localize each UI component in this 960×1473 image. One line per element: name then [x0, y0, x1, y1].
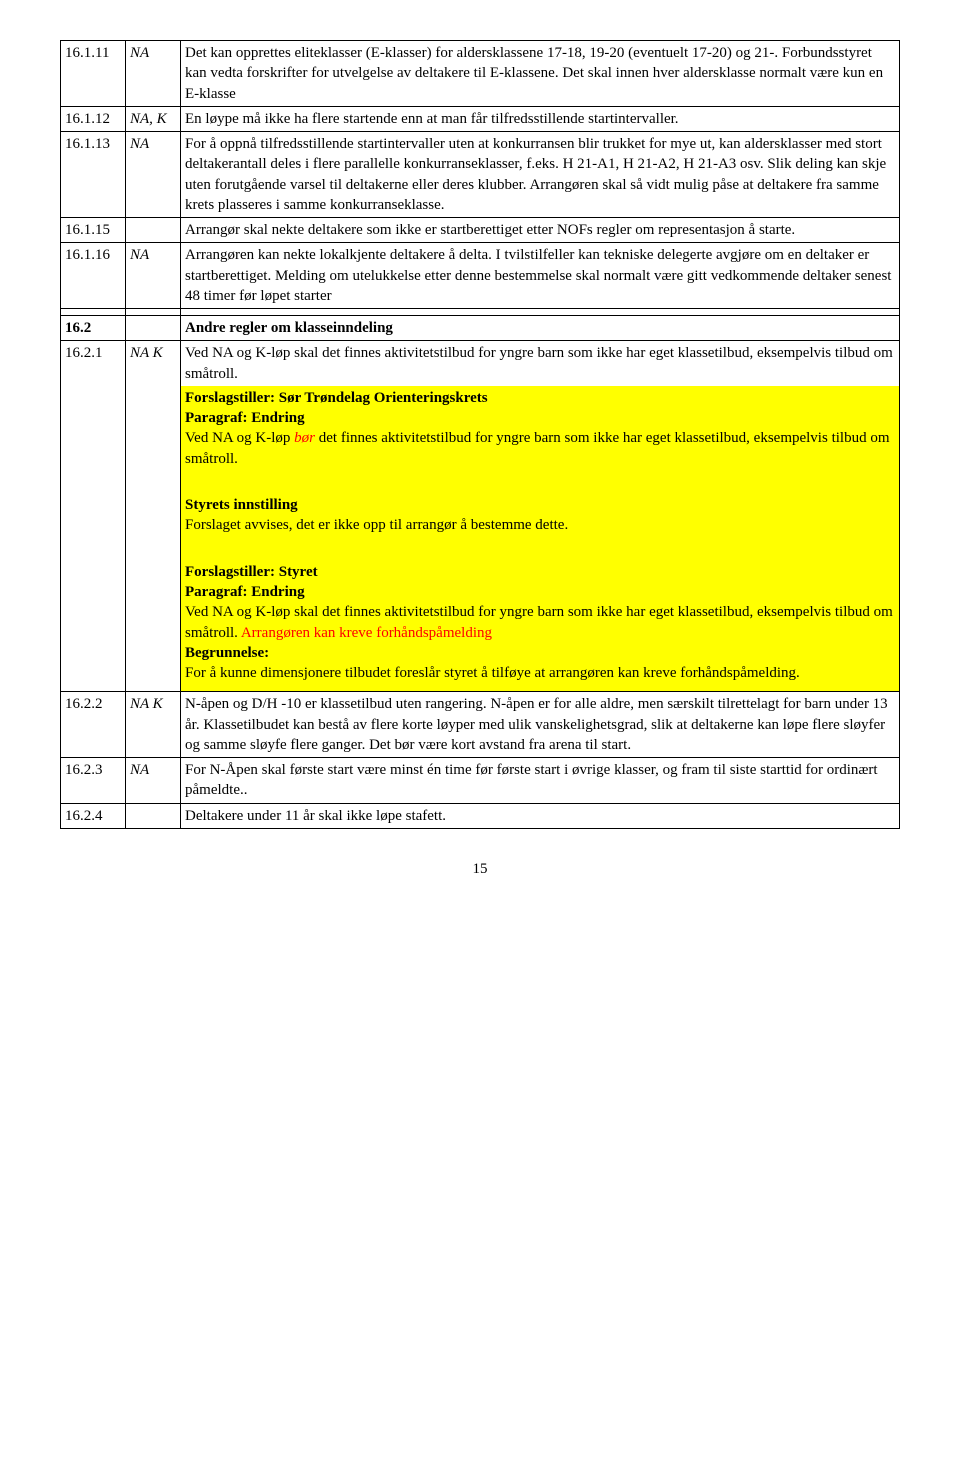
rule-text: Deltakere under 11 år skal ikke løpe sta…	[181, 803, 900, 828]
rule-text: En løype må ikke ha flere startende enn …	[181, 106, 900, 131]
section-title: Andre regler om klasseinndeling	[181, 316, 900, 341]
rule-number: 16.2.3	[61, 758, 126, 804]
table-row-highlight: Forslagstiller: Sør Trøndelag Orienterin…	[61, 386, 900, 692]
rule-number: 16.1.13	[61, 132, 126, 218]
section-scope	[126, 316, 181, 341]
section-header-row: 16.2 Andre regler om klasseinndeling	[61, 316, 900, 341]
rule-number: 16.1.16	[61, 243, 126, 309]
board-decision-text: Forslaget avvises, det er ikke opp til a…	[185, 517, 568, 533]
rule-scope	[126, 218, 181, 243]
board-decision-label: Styrets innstilling	[185, 497, 298, 513]
rule-scope: NA	[126, 132, 181, 218]
spacer-row	[61, 309, 900, 316]
table-row: 16.1.12 NA, K En løype må ikke ha flere …	[61, 106, 900, 131]
rule-number: 16.2.1	[61, 341, 126, 386]
rule-number: 16.1.12	[61, 106, 126, 131]
rule-text: Det kan opprettes eliteklasser (E-klasse…	[181, 41, 900, 107]
highlight-cell: Forslagstiller: Sør Trøndelag Orienterin…	[181, 386, 900, 692]
table-row: 16.1.15 Arrangør skal nekte deltakere so…	[61, 218, 900, 243]
reason-label: Begrunnelse:	[185, 645, 269, 661]
table-row: 16.1.13 NA For å oppnå tilfredsstillende…	[61, 132, 900, 218]
proposal-text: Ved NA og K-løp	[185, 430, 294, 446]
cell-empty	[61, 386, 126, 692]
section-number: 16.2	[61, 316, 126, 341]
rule-text: For N-Åpen skal første start være minst …	[181, 758, 900, 804]
rule-number: 16.1.15	[61, 218, 126, 243]
table-row: 16.2.1 NA K Ved NA og K-løp skal det fin…	[61, 341, 900, 386]
table-row: 16.1.11 NA Det kan opprettes eliteklasse…	[61, 41, 900, 107]
proposal-source-label: Forslagstiller: Sør Trøndelag Orienterin…	[185, 390, 488, 406]
table-row: 16.2.2 NA K N-åpen og D/H -10 er klasset…	[61, 692, 900, 758]
rule-scope: NA	[126, 758, 181, 804]
proposal-source-label: Forslagstiller: Styret	[185, 564, 318, 580]
rule-text: For å oppnå tilfredsstillende startinter…	[181, 132, 900, 218]
rule-number: 16.1.11	[61, 41, 126, 107]
rule-number: 16.2.2	[61, 692, 126, 758]
proposal-type-label: Paragraf: Endring	[185, 410, 305, 426]
cell-empty	[126, 386, 181, 692]
rule-scope: NA	[126, 41, 181, 107]
table-row: 16.2.3 NA For N-Åpen skal første start v…	[61, 758, 900, 804]
rule-text: Arrangøren kan nekte lokalkjente deltake…	[181, 243, 900, 309]
rule-text: N-åpen og D/H -10 er klassetilbud uten r…	[181, 692, 900, 758]
rule-scope: NA K	[126, 692, 181, 758]
rule-scope: NA, K	[126, 106, 181, 131]
rule-text: Ved NA og K-løp skal det finnes aktivite…	[181, 341, 900, 386]
proposal-change-word: bør	[294, 430, 315, 446]
rule-number: 16.2.4	[61, 803, 126, 828]
rule-scope	[126, 803, 181, 828]
rule-scope: NA	[126, 243, 181, 309]
rule-text: Arrangør skal nekte deltakere som ikke e…	[181, 218, 900, 243]
page-number: 15	[60, 859, 900, 879]
table-row: 16.2.4 Deltakere under 11 år skal ikke l…	[61, 803, 900, 828]
reason-text: For å kunne dimensjonere tilbudet foresl…	[185, 665, 800, 681]
table-row: 16.1.16 NA Arrangøren kan nekte lokalkje…	[61, 243, 900, 309]
rule-scope: NA K	[126, 341, 181, 386]
rules-table: 16.1.11 NA Det kan opprettes eliteklasse…	[60, 40, 900, 829]
proposal-type-label: Paragraf: Endring	[185, 584, 305, 600]
proposal-addition: Arrangøren kan kreve forhåndspåmelding	[238, 625, 492, 641]
